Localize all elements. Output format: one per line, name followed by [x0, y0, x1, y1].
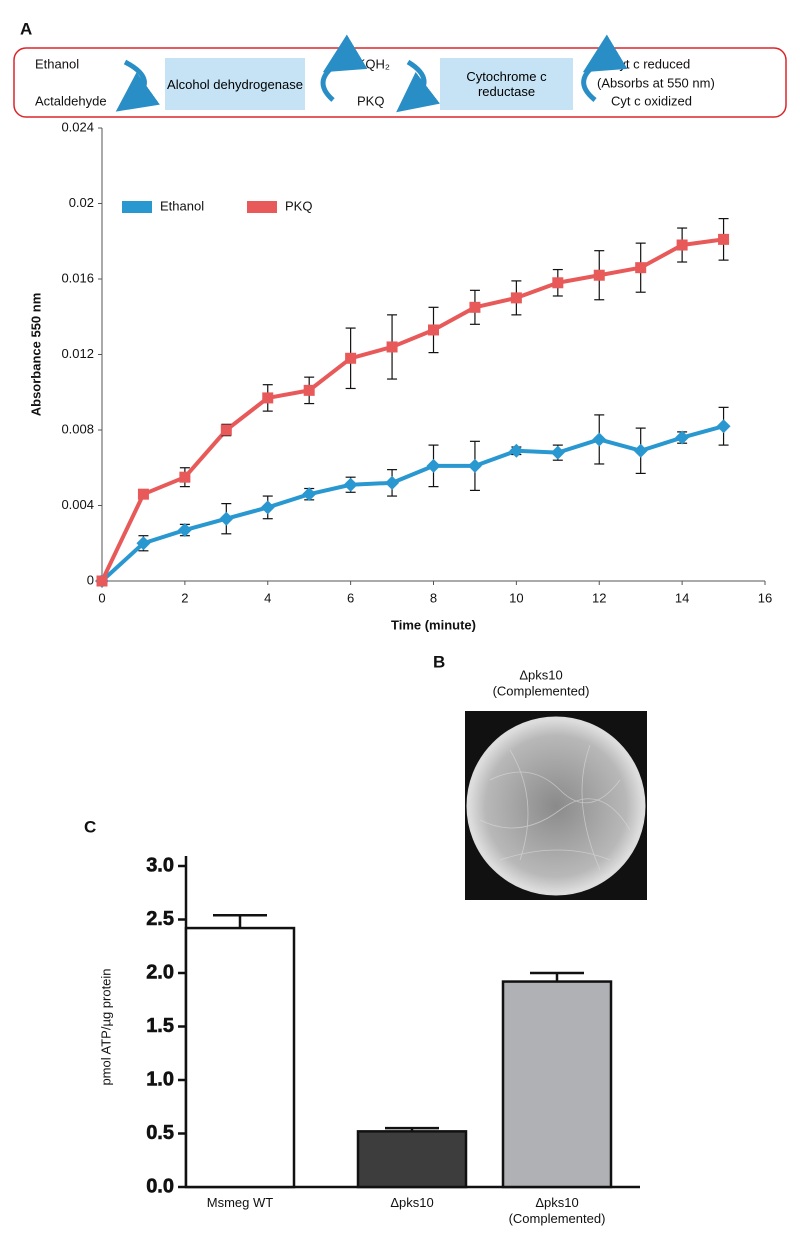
panel-label: A — [20, 19, 32, 38]
marker — [136, 536, 151, 551]
y-tick-label: 0.008 — [61, 421, 94, 436]
marker — [635, 262, 647, 274]
y-tick-label: 3.0 — [146, 854, 174, 876]
marker — [676, 239, 688, 251]
marker — [385, 475, 400, 490]
y-axis-label: Absorbance 550 nm — [28, 293, 43, 417]
pathway-text: Actaldehyde — [35, 93, 107, 108]
y-tick-label: 0.016 — [61, 270, 94, 285]
enzyme-label-box: Alcohol dehydrogenase — [167, 76, 303, 92]
y-tick-label: 0.0 — [146, 1175, 174, 1197]
pathway-frame — [13, 47, 787, 118]
image-subtitle: (Complemented) — [493, 683, 590, 698]
y-tick-label: 0.02 — [69, 195, 94, 210]
marker — [593, 269, 605, 281]
y-tick-label: 0 — [87, 572, 94, 587]
series-line — [100, 424, 725, 583]
marker — [303, 384, 315, 396]
marker — [675, 430, 690, 445]
y-tick-label: 0.004 — [61, 497, 94, 512]
y-tick-label: 0.012 — [61, 346, 94, 361]
marker — [262, 392, 274, 404]
bar — [501, 980, 613, 1189]
marker — [220, 424, 232, 436]
error-bar — [213, 913, 267, 929]
marker — [426, 458, 441, 473]
marker — [718, 233, 730, 245]
marker — [716, 419, 731, 434]
x-tick-label: 8 — [430, 590, 437, 605]
marker — [509, 443, 524, 458]
marker — [633, 443, 648, 458]
x-tick-label: 12 — [592, 590, 606, 605]
marker — [469, 301, 481, 313]
x-tick-label: 4 — [264, 590, 271, 605]
enzyme-label-box: Cytochrome c reductase — [466, 69, 547, 99]
x-axis-label: Time (minute) — [391, 617, 476, 632]
pathway-text: Ethanol — [35, 56, 79, 71]
marker — [219, 511, 234, 526]
legend-label: PKQ — [285, 198, 312, 213]
y-tick-label: 0.024 — [61, 119, 94, 134]
marker — [302, 487, 317, 502]
x-tick-label: 6 — [347, 590, 354, 605]
error-bar — [530, 971, 584, 982]
marker — [345, 352, 357, 364]
y-tick-label: 1.0 — [146, 1068, 174, 1090]
marker — [510, 292, 522, 304]
x-tick-label: Msmeg WT — [206, 1195, 274, 1210]
marker — [96, 575, 108, 587]
y-tick-label: 2.0 — [146, 961, 174, 983]
y-tick-label: 2.5 — [146, 908, 174, 930]
enzyme-label: Alcohol dehydrogenase — [167, 76, 303, 92]
x-tick-label: 0 — [98, 590, 105, 605]
y-tick-label: 0.5 — [146, 1122, 174, 1144]
marker — [177, 523, 192, 538]
image-title: Δpks10 — [519, 667, 562, 682]
legend-swatch — [247, 201, 277, 213]
marker — [550, 445, 565, 460]
x-tick-label: 14 — [675, 590, 689, 605]
enzyme-box — [440, 58, 573, 110]
bar — [356, 1130, 468, 1189]
pathway-text: Cyt c reduced — [610, 56, 690, 71]
x-tick-label: 2 — [181, 590, 188, 605]
plate-texture — [479, 744, 631, 871]
y-axis-label: pmol ATP/µg protein — [98, 968, 113, 1085]
x-tick-label: 16 — [758, 590, 772, 605]
marker — [137, 488, 149, 500]
legend-swatch — [122, 201, 152, 213]
panel-label: C — [84, 817, 96, 836]
y-tick-label: 1.5 — [146, 1015, 174, 1037]
marker — [179, 471, 191, 483]
marker — [386, 341, 398, 353]
marker — [260, 500, 275, 515]
pathway-arrows — [115, 34, 628, 113]
plate — [466, 716, 646, 896]
enzyme-box — [165, 58, 305, 110]
marker — [343, 477, 358, 492]
pathway-text: PKQH₂ — [348, 56, 390, 71]
series-line — [100, 237, 724, 582]
marker — [467, 458, 482, 473]
legend-label: Ethanol — [160, 198, 204, 213]
x-tick-label: 10 — [509, 590, 523, 605]
x-tick-label: Δpks10 — [390, 1195, 434, 1210]
bar — [184, 926, 296, 1189]
marker — [592, 432, 607, 447]
pathway-text: (Absorbs at 550 nm) — [597, 75, 715, 90]
pathway-text: Cyt c oxidized — [611, 93, 692, 108]
enzyme-label: Cytochrome c reductase — [466, 69, 547, 99]
marker — [428, 324, 439, 336]
marker — [552, 277, 564, 289]
x-tick-label: Δpks10 (Complemented) — [508, 1195, 606, 1226]
pathway-text: PKQ — [357, 93, 384, 108]
panel-label: B — [433, 652, 445, 671]
